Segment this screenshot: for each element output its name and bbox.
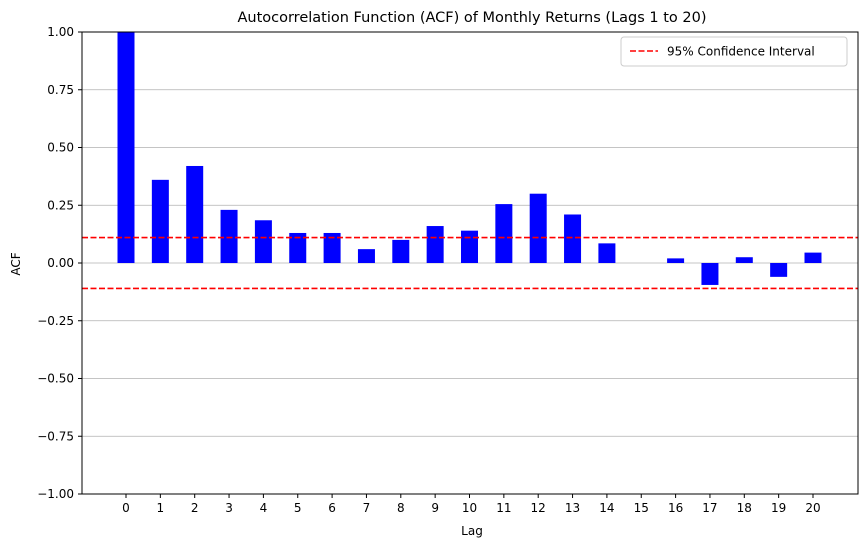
acf-bar xyxy=(151,179,169,263)
acf-bar xyxy=(770,263,788,277)
y-tick-label: 0.50 xyxy=(47,141,74,155)
acf-bar xyxy=(495,204,513,263)
acf-bar xyxy=(804,252,822,263)
y-tick-label: 0.25 xyxy=(47,198,74,212)
x-tick-label: 18 xyxy=(737,501,752,515)
x-tick-label: 12 xyxy=(531,501,546,515)
y-axis-label: ACF xyxy=(9,252,23,275)
x-tick-label: 4 xyxy=(260,501,268,515)
acf-bar xyxy=(392,239,410,263)
legend-label: 95% Confidence Interval xyxy=(667,45,815,59)
x-axis-ticks: 0 1 2 3 4 5 6 7 8 9 10 11 12 13 14 15 16 17 18 19 20 xyxy=(122,494,821,515)
chart-title: Autocorrelation Function (ACF) of Monthl… xyxy=(237,10,706,26)
acf-bar xyxy=(564,214,582,263)
acf-bar xyxy=(529,193,547,263)
acf-bar xyxy=(667,258,685,263)
x-tick-label: 7 xyxy=(363,501,371,515)
x-tick-label: 3 xyxy=(225,501,233,515)
bars xyxy=(117,32,822,285)
x-tick-label: 1 xyxy=(157,501,165,515)
x-tick-label: 10 xyxy=(462,501,477,515)
y-tick-label: 0.00 xyxy=(47,256,74,270)
x-tick-label: 11 xyxy=(496,501,511,515)
acf-bar xyxy=(186,165,204,263)
legend-box xyxy=(620,36,848,67)
x-axis-label: Lag xyxy=(461,524,483,538)
x-tick-label: 0 xyxy=(122,501,130,515)
x-tick-label: 13 xyxy=(565,501,580,515)
acf-bar xyxy=(735,257,753,263)
y-tick-label: −0.75 xyxy=(37,429,74,443)
x-tick-label: 16 xyxy=(668,501,683,515)
x-tick-label: 19 xyxy=(771,501,786,515)
x-tick-label: 17 xyxy=(702,501,717,515)
x-tick-label: 20 xyxy=(805,501,820,515)
y-tick-label: 1.00 xyxy=(47,25,74,39)
legend: 95% Confidence Interval xyxy=(620,36,848,67)
x-tick-label: 6 xyxy=(328,501,336,515)
acf-bar xyxy=(357,249,375,263)
y-tick-label: −0.25 xyxy=(37,314,74,328)
x-tick-label: 2 xyxy=(191,501,199,515)
x-tick-label: 8 xyxy=(397,501,405,515)
y-tick-label: −1.00 xyxy=(37,487,74,501)
acf-bar xyxy=(701,263,719,285)
x-tick-label: 14 xyxy=(599,501,614,515)
acf-bar xyxy=(117,32,135,263)
acf-bar xyxy=(598,243,616,263)
y-axis-ticks: −1.00 −0.75 −0.50 −0.25 0.00 0.25 0.50 0.75 1.00 xyxy=(37,25,82,501)
x-tick-label: 9 xyxy=(431,501,439,515)
y-tick-label: 0.75 xyxy=(47,83,74,97)
acf-bar xyxy=(323,232,341,263)
acf-bar xyxy=(254,220,272,263)
x-tick-label: 5 xyxy=(294,501,302,515)
acf-bar xyxy=(461,230,478,263)
x-tick-label: 15 xyxy=(634,501,649,515)
acf-bar xyxy=(426,226,444,263)
acf-bar xyxy=(289,232,307,263)
confidence-lines xyxy=(82,236,858,290)
y-tick-label: −0.50 xyxy=(37,372,74,386)
acf-bar xyxy=(220,209,238,263)
